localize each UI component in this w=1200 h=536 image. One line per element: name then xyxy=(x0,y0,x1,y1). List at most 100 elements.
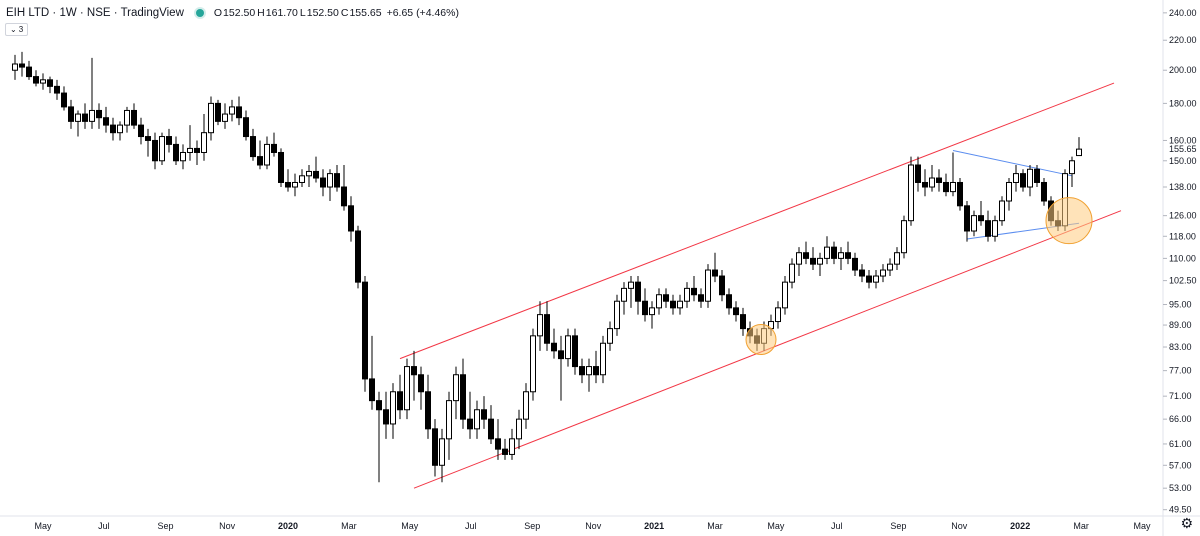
candle-body xyxy=(614,300,620,330)
candle-body xyxy=(152,139,158,162)
candle-body xyxy=(922,181,928,188)
candle-body xyxy=(12,63,18,71)
indicators-toggle-button[interactable]: ⌄ 3 xyxy=(5,23,29,36)
candle-body xyxy=(740,314,746,330)
time-tick-label: Jul xyxy=(465,521,477,531)
candle-body xyxy=(1027,168,1033,188)
candle-body xyxy=(684,287,690,302)
candle xyxy=(26,60,32,80)
candle xyxy=(726,288,732,315)
candle-body xyxy=(852,257,858,271)
candle-body xyxy=(460,374,466,420)
candle-body xyxy=(726,294,732,309)
candle-body xyxy=(124,109,130,126)
candle-body xyxy=(558,350,564,360)
price-tick-label: 102.50 xyxy=(1169,276,1197,286)
candle-body xyxy=(803,252,809,259)
candle xyxy=(579,358,585,384)
candle-body xyxy=(936,177,942,183)
candle xyxy=(614,294,620,336)
candle-body xyxy=(397,391,403,411)
candle xyxy=(257,140,263,170)
candle-body xyxy=(663,294,669,302)
candle-body xyxy=(572,335,578,368)
candle-body xyxy=(1013,173,1019,183)
candle xyxy=(138,117,144,145)
time-axis: May Jul Sep Nov 2020 Mar May Jul Sep Nov 2021 Mar Ma… xyxy=(34,521,1151,531)
legend-header: EIH LTD · 1W · NSE · TradingView O152.50… xyxy=(6,5,459,21)
candle-body xyxy=(313,170,319,179)
time-tick-label: Mar xyxy=(1073,521,1089,531)
candle-body xyxy=(957,181,963,207)
time-tick-label: Nov xyxy=(951,521,968,531)
candle-body xyxy=(782,281,788,309)
price-tick-label: 160.00 xyxy=(1169,135,1197,145)
candle-body xyxy=(670,300,676,309)
candle xyxy=(943,173,949,197)
candle xyxy=(292,173,298,197)
candle xyxy=(1041,178,1047,206)
ohlc-high: H161.70 xyxy=(257,7,298,19)
price-tick-label: 71.00 xyxy=(1169,391,1192,401)
candle-body xyxy=(593,366,599,376)
candle-body xyxy=(467,418,473,430)
candle xyxy=(719,270,725,302)
price-tick-label: 61.00 xyxy=(1169,439,1192,449)
candle-body xyxy=(691,287,697,296)
candle xyxy=(992,215,998,242)
time-tick-label: 2021 xyxy=(644,521,664,531)
candle xyxy=(201,114,207,161)
time-tick-label: 2022 xyxy=(1010,521,1030,531)
candle-body xyxy=(299,175,305,183)
candle xyxy=(845,241,851,265)
candle xyxy=(558,335,564,401)
candle-body xyxy=(607,328,613,344)
candle-body xyxy=(341,186,347,207)
candle xyxy=(278,148,284,188)
candle xyxy=(964,201,970,242)
price-tick-label: 150.00 xyxy=(1169,156,1197,166)
candle xyxy=(145,128,151,157)
candle-body xyxy=(292,181,298,188)
candle-body xyxy=(264,143,270,166)
candle-body xyxy=(271,143,277,153)
candle xyxy=(565,328,571,367)
candle xyxy=(68,99,74,129)
price-tick-label: 220.00 xyxy=(1169,35,1197,45)
candle-body xyxy=(796,252,802,265)
candle-body xyxy=(880,269,886,277)
highlight-circle xyxy=(1045,197,1093,245)
gear-icon[interactable]: ⚙ xyxy=(1180,516,1193,532)
candle-body xyxy=(1041,181,1047,202)
candle-body xyxy=(222,113,228,122)
time-tick-label: Mar xyxy=(341,521,357,531)
candle xyxy=(628,276,634,308)
candle xyxy=(180,144,186,170)
time-tick-label: 2020 xyxy=(278,521,298,531)
triangle-upper-line xyxy=(952,149,1073,177)
candle xyxy=(264,136,270,170)
candle-body xyxy=(1076,148,1082,157)
candle xyxy=(901,215,907,259)
candle-body xyxy=(306,170,312,177)
candle xyxy=(89,57,95,129)
candle-body xyxy=(215,102,221,122)
candle-body xyxy=(789,263,795,283)
candle xyxy=(47,76,53,94)
candle xyxy=(383,391,389,439)
symbol-title[interactable]: EIH LTD · 1W · NSE · TradingView xyxy=(6,7,184,19)
candle xyxy=(250,128,256,161)
candle-body xyxy=(425,391,431,430)
candle xyxy=(971,210,977,237)
candle-body xyxy=(208,102,214,134)
ohlc-close: C155.65 xyxy=(340,7,382,19)
candle xyxy=(229,99,235,122)
candle xyxy=(369,335,375,410)
price-axis: 240.00 220.00 200.00 180.00 160.00 150.00 138.… xyxy=(1163,8,1197,515)
candle-body xyxy=(47,79,53,87)
candle xyxy=(446,391,452,460)
candle-body xyxy=(327,173,333,188)
candle xyxy=(299,169,305,188)
candle xyxy=(341,164,347,211)
